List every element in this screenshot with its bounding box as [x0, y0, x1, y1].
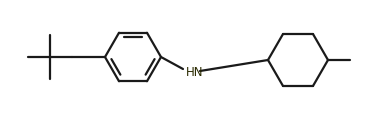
Text: HN: HN: [186, 65, 204, 78]
